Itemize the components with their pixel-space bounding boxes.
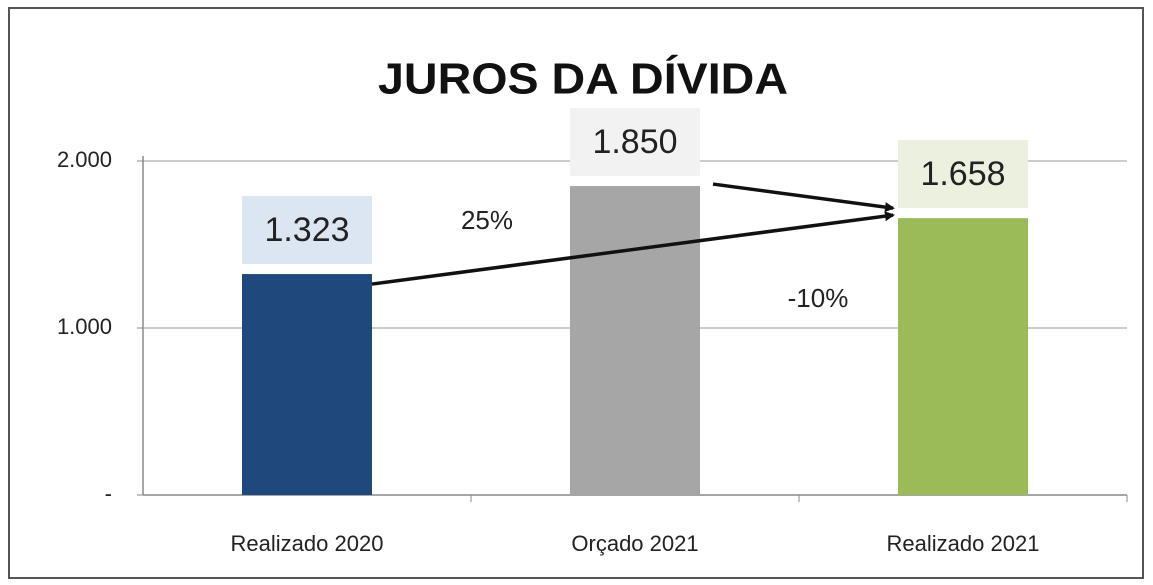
value-label-box [242, 196, 372, 265]
y-tick-label: 2.000 [57, 147, 112, 172]
value-label-box [898, 140, 1028, 209]
x-tick-label: Realizado 2020 [231, 531, 384, 556]
x-tick-label: Orçado 2021 [571, 531, 698, 556]
arrow [712, 182, 895, 213]
value-label-box [570, 108, 700, 177]
x-tick-label: Realizado 2021 [887, 531, 1040, 556]
value-label: 1.850 [592, 123, 677, 161]
bar [898, 218, 1028, 495]
y-tick-label: - [105, 481, 112, 506]
value-label: 1.323 [264, 211, 349, 249]
chart-title: JUROS DA DÍVIDA [378, 54, 788, 104]
y-tick-label: 1.000 [57, 314, 112, 339]
annotation-box [765, 275, 870, 327]
annotation: 25% [461, 205, 513, 235]
annotation: -10% [788, 283, 849, 313]
bar [570, 186, 700, 496]
arrow [371, 211, 895, 286]
value-label: 1.658 [920, 155, 1005, 193]
bar [242, 274, 372, 495]
